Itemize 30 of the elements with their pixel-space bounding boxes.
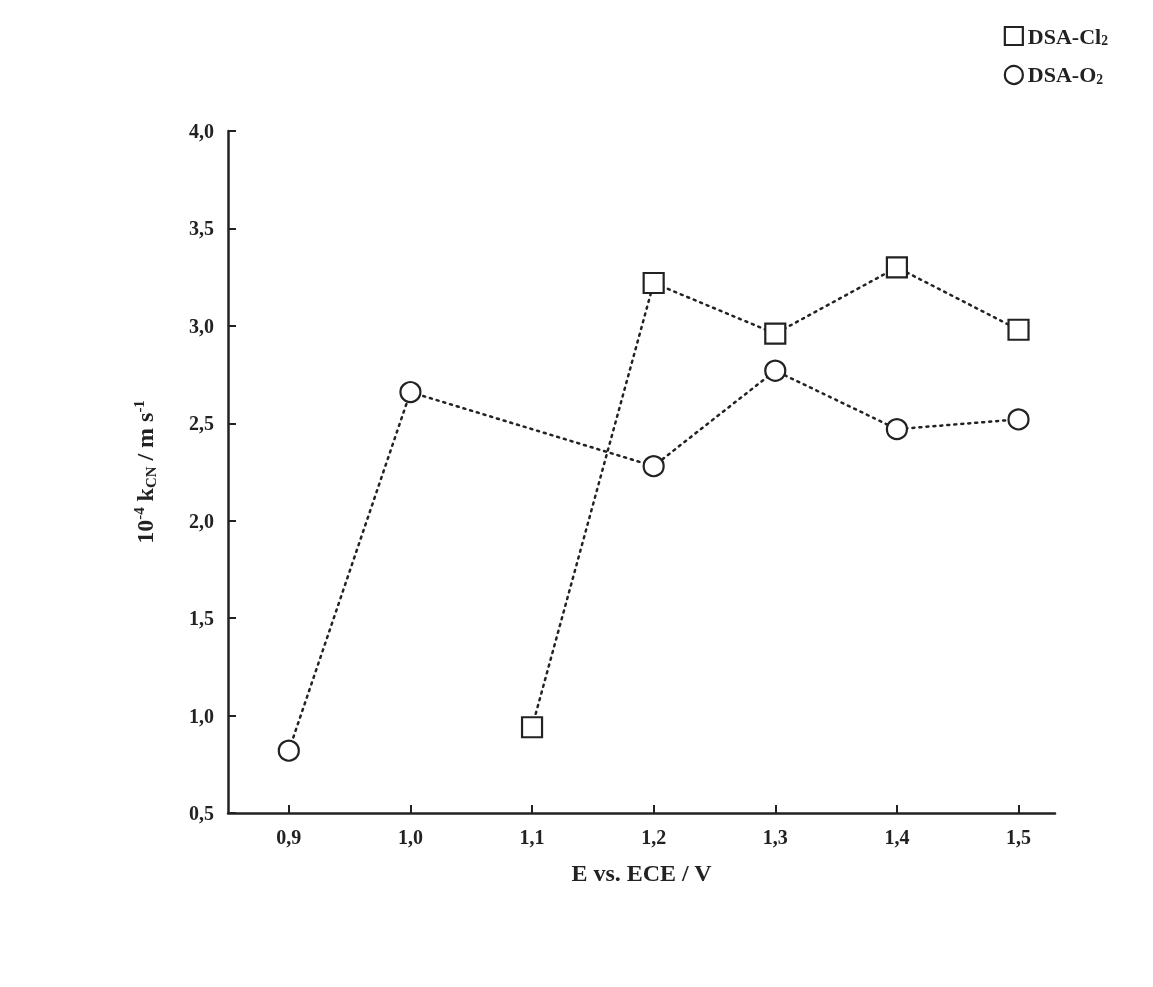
point: [642, 271, 665, 295]
x-tick-label: 0,9: [276, 826, 302, 848]
x-axis-title: E vs. ECE / V: [571, 860, 713, 886]
x-tick-label: 1,3: [762, 826, 788, 848]
y-tick-label: 3,5: [189, 217, 214, 240]
x-tick-label: 1,5: [1006, 826, 1032, 848]
point: [885, 418, 908, 441]
point: [277, 739, 300, 762]
legend-label: DSA-Cl2: [1027, 23, 1109, 49]
y-tick-label: 1,5: [189, 607, 214, 630]
x-tick-label: 1,1: [519, 826, 545, 848]
point: [642, 455, 665, 478]
x-tick-label: 1,2: [641, 826, 667, 848]
point: [885, 256, 908, 279]
point: [764, 359, 787, 382]
point: [520, 716, 544, 739]
point: [399, 381, 422, 404]
point: [1007, 318, 1030, 341]
y-tick-label: 2,5: [189, 412, 214, 435]
legend-label: DSA-O2: [1027, 62, 1104, 88]
point: [1007, 408, 1030, 431]
y-tick-label: 4,0: [189, 120, 214, 142]
x-tick-label: 1,0: [397, 826, 423, 848]
point: [764, 322, 787, 345]
y-tick-label: 1,0: [189, 704, 214, 727]
y-tick-label: 3,0: [189, 314, 214, 337]
x-tick-label: 1,4: [884, 826, 910, 848]
y-tick-label: 2,0: [189, 509, 214, 532]
y-tick-label: 0,5: [189, 802, 214, 824]
y-axis-title: 10-4 kCN / m s-1: [130, 400, 159, 544]
